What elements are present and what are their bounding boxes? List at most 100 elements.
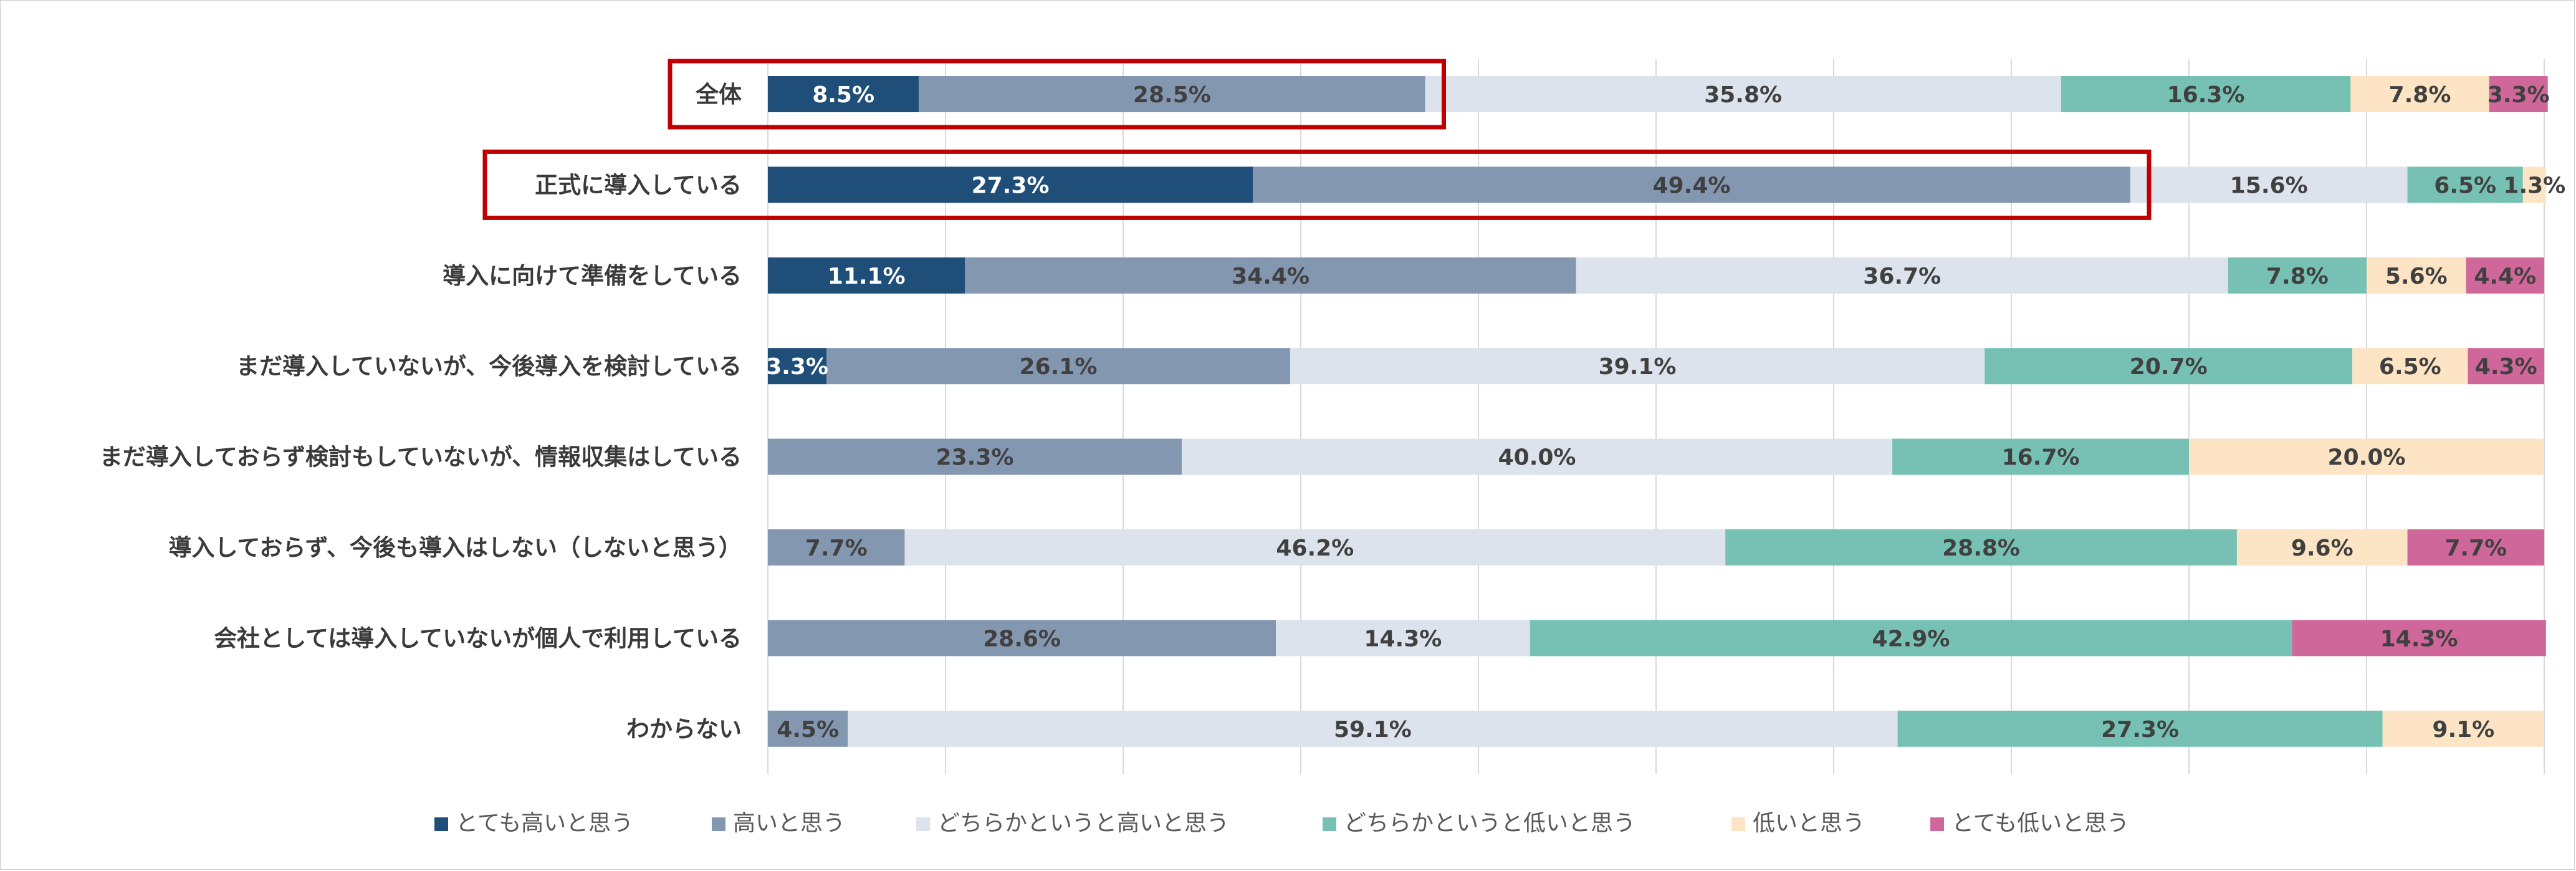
bar-segment [768, 620, 1276, 657]
data-label: 4.3% [2475, 354, 2537, 380]
category-label: まだ導入しておらず検討もしていないが、情報収集はしている [100, 444, 742, 471]
legend-label: 低いと思う [1753, 811, 1865, 836]
bar-segment [919, 76, 1425, 112]
legend-label: とても高いと思う [456, 811, 633, 836]
data-label: 5.6% [2385, 264, 2448, 289]
data-label: 23.3% [936, 445, 1014, 471]
bar-segment [1182, 438, 1893, 475]
bar-segment [965, 257, 1576, 294]
data-label: 34.4% [1232, 264, 1310, 289]
data-label: 1.3% [2503, 173, 2565, 198]
data-label: 35.8% [1704, 82, 1782, 108]
data-label: 20.0% [2328, 445, 2406, 471]
data-label: 26.1% [1020, 354, 1098, 380]
bar-segment [1576, 257, 2228, 294]
category-label: 全体 [695, 81, 742, 108]
data-label: 7.8% [2389, 82, 2451, 108]
bar-segment [1425, 76, 2061, 112]
data-label: 28.6% [983, 626, 1061, 652]
legend-item: どちらかというと低いと思う [1323, 811, 1635, 836]
legend-swatch [1731, 817, 1745, 831]
legend-label: どちらかというと高いと思う [937, 811, 1229, 836]
legend-item: 高いと思う [712, 811, 845, 836]
gridlines [767, 59, 2545, 774]
data-label: 8.5% [812, 82, 874, 108]
bar-segment [848, 710, 1898, 747]
category-label: 正式に導入している [535, 171, 742, 198]
bar-segment [2350, 76, 2489, 112]
category-labels: 全体正式に導入している導入に向けて準備をしているまだ導入していないが、今後導入を… [100, 81, 742, 743]
data-label: 42.9% [1872, 626, 1950, 652]
data-label: 7.8% [2266, 264, 2329, 289]
bar-segment [1725, 529, 2237, 565]
bar-segment [1276, 620, 1530, 657]
legend-label: どちらかというと低いと思う [1344, 811, 1635, 836]
highlight-box [482, 149, 2152, 220]
legend-item: どちらかというと高いと思う [916, 811, 1229, 836]
bar-segment [1892, 438, 2189, 475]
data-label: 4.4% [2474, 264, 2536, 289]
data-label: 39.1% [1599, 354, 1677, 380]
legend-label: とても低いと思う [1951, 811, 2129, 836]
legend-label: 高いと思う [733, 811, 845, 836]
bar-segment [2292, 620, 2546, 657]
bar-segment [768, 76, 919, 112]
legend-item: とても低いと思う [1930, 811, 2129, 836]
bar-segment [2189, 438, 2544, 475]
data-label: 7.7% [2444, 536, 2507, 561]
data-label: 46.2% [1276, 536, 1354, 561]
legend-item: 低いと思う [1731, 811, 1865, 836]
data-label: 9.1% [2432, 717, 2494, 743]
bar-segment [768, 438, 1182, 475]
highlight-box [668, 59, 1446, 130]
data-label: 6.5% [2379, 354, 2441, 380]
data-label: 20.7% [2130, 354, 2208, 380]
bar-segment [2522, 166, 2546, 203]
category-label: 導入に向けて準備をしている [443, 262, 742, 289]
bar-segment [768, 529, 905, 565]
bar-segment [2352, 348, 2468, 385]
bar-segment [2367, 257, 2466, 294]
legend-swatch [1930, 817, 1944, 831]
bars [768, 76, 2548, 747]
data-label: 14.3% [1364, 626, 1442, 652]
bar-segment [768, 348, 827, 385]
bar-segment [2228, 257, 2367, 294]
bar-segment [2407, 166, 2523, 203]
data-labels: 8.5% 28.5% 35.8% 16.3% 7.8% 3.3% 27.3% 49.4% 15.… [766, 82, 2565, 743]
data-label: 36.7% [1863, 264, 1941, 289]
legend-swatch [1323, 817, 1336, 831]
data-label: 15.6% [2230, 173, 2308, 198]
data-label: 11.1% [828, 264, 906, 289]
data-label: 16.7% [2002, 445, 2080, 471]
category-label: 会社としては導入していないが個人で利用している [214, 625, 742, 652]
bar-segment [1897, 710, 2383, 747]
data-label: 59.1% [1334, 717, 1412, 743]
bar-segment [904, 529, 1726, 565]
legend: とても高いと思う 高いと思う どちらかというと高いと思う どちらかというと低いと思う 低… [434, 811, 2129, 836]
bar-segment [2061, 76, 2351, 112]
data-label: 28.8% [1942, 536, 2020, 561]
bar-segment [768, 257, 965, 294]
data-label: 27.3% [2101, 717, 2179, 743]
data-label: 7.7% [805, 536, 868, 561]
category-label: 導入しておらず、今後も導入はしない（しないと思う） [169, 534, 742, 561]
data-label: 28.5% [1133, 82, 1211, 108]
legend-swatch [712, 817, 725, 831]
bar-segment [2466, 257, 2544, 294]
bar-segment [1290, 348, 1985, 385]
bar-segment [2489, 76, 2548, 112]
bar-segment [2382, 710, 2544, 747]
data-label: 27.3% [972, 173, 1050, 198]
bar-segment [768, 710, 848, 747]
data-label: 40.0% [1498, 445, 1576, 471]
bar-segment [2130, 166, 2408, 203]
data-label: 3.3% [766, 354, 828, 380]
highlight-boxes [482, 59, 2152, 220]
category-label: まだ導入していないが、今後導入を検討している [236, 353, 742, 380]
bar-segment [768, 166, 1253, 203]
bar-segment [2468, 348, 2544, 385]
bar-segment [1253, 166, 2130, 203]
